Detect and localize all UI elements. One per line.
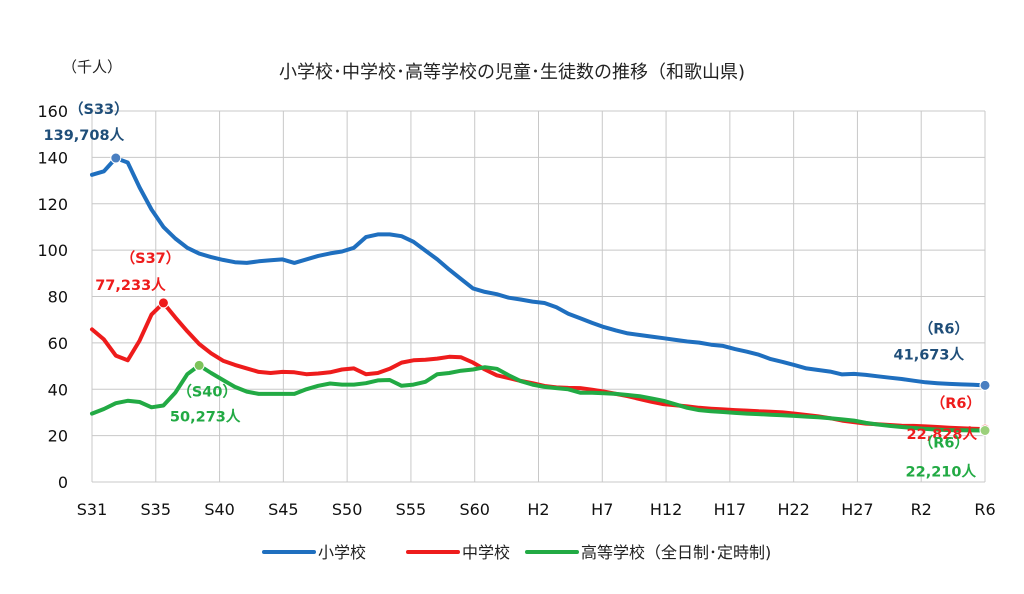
annotation-era-label: （R6） [919, 319, 969, 337]
y-tick-label: 40 [48, 380, 68, 399]
data-annotations: （S33） 139,708人 （S37） 77,233人 （S40） 50,273人 （R6… [44, 100, 991, 481]
y-axis-tick-labels: 0 20 40 60 80 100 120 140 160 [37, 102, 68, 492]
x-tick-label: S60 [459, 500, 490, 519]
y-tick-label: 0 [58, 473, 68, 492]
x-tick-label: S35 [141, 500, 172, 519]
y-axis-unit-label: （千人） [62, 58, 122, 76]
x-tick-label: S31 [77, 500, 108, 519]
series-line-0 [90, 156, 987, 388]
annotation-era-label: （S37） [121, 249, 181, 267]
annotation-value-label: 41,673人 [894, 346, 965, 363]
annotation-era-label: （S40） [177, 382, 237, 400]
annotation-value-label: 22,828人 [907, 426, 978, 443]
x-tick-label: S50 [332, 500, 363, 519]
x-tick-label: H7 [591, 500, 613, 519]
annotation-era-label: （S33） [69, 100, 129, 118]
legend-label-0: 小学校 [318, 543, 366, 562]
series-lines [90, 156, 987, 433]
annotation-era-label: （R6） [919, 434, 969, 452]
x-tick-label: H12 [650, 500, 682, 519]
annotation-marker [193, 359, 205, 371]
annotation-marker [157, 297, 169, 309]
annotation-marker [979, 425, 991, 437]
x-tick-label: S55 [396, 500, 427, 519]
legend-label-2: 高等学校（全日制･定時制) [581, 543, 771, 562]
x-axis-tick-labels: S31 S35 S40 S45 S50 S55 S60 H2 H7 H12 H17 H22 H27 R2 R… [77, 500, 996, 519]
legend-label-1: 中学校 [462, 543, 510, 562]
y-tick-label: 160 [37, 102, 68, 121]
y-tick-label: 60 [48, 334, 68, 353]
x-tick-label: S40 [204, 500, 235, 519]
annotation-marker [110, 152, 122, 164]
x-tick-label: H22 [777, 500, 809, 519]
x-tick-label: S45 [268, 500, 299, 519]
legend: 小学校 中学校 高等学校（全日制･定時制) [262, 543, 771, 562]
chart-title: 小学校･中学校･高等学校の児童･生徒数の推移（和歌山県) [279, 62, 745, 83]
x-tick-label: H17 [714, 500, 746, 519]
y-tick-label: 20 [48, 427, 68, 446]
annotation-marker [979, 379, 991, 391]
annotation-value-label: 22,210人 [906, 464, 977, 481]
series-line-2 [90, 363, 987, 433]
x-tick-label: R6 [974, 500, 995, 519]
y-tick-label: 120 [37, 195, 68, 214]
annotation-value-label: 139,708人 [44, 127, 125, 144]
x-tick-label: R2 [911, 500, 932, 519]
annotation-era-label: （R6） [931, 394, 981, 412]
y-tick-label: 100 [37, 241, 68, 260]
annotation-value-label: 77,233人 [95, 277, 166, 294]
grid-lines [91, 110, 986, 483]
annotation-value-label: 50,273人 [170, 408, 241, 425]
y-tick-label: 140 [37, 148, 68, 167]
x-tick-label: H27 [841, 500, 873, 519]
y-tick-label: 80 [48, 288, 68, 307]
x-tick-label: H2 [527, 500, 549, 519]
